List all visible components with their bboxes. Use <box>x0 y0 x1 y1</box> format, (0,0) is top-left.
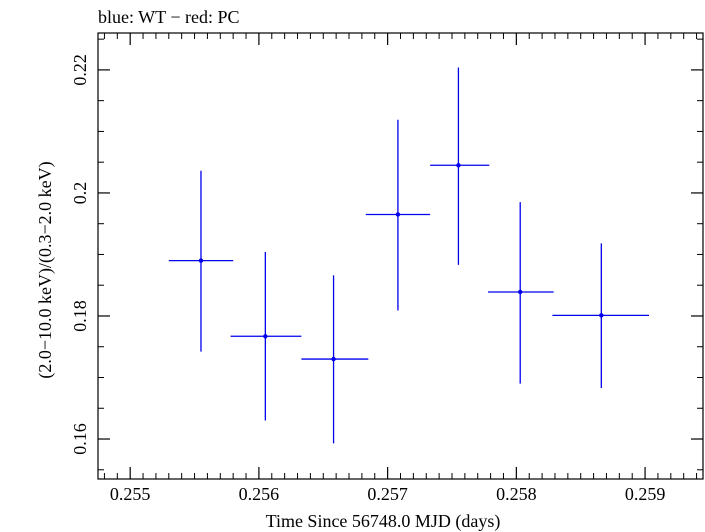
data-point <box>263 334 268 339</box>
y-tick-label: 0.16 <box>70 423 90 455</box>
axis-ticks: 0.255 0.256 0.257 0.258 0.259 0.16 0.18 0.2 0.22 <box>70 33 703 504</box>
data-series <box>168 67 649 444</box>
y-tick-label: 0.22 <box>70 54 90 86</box>
data-point <box>456 163 461 168</box>
data-point <box>331 356 336 362</box>
data-point <box>518 289 523 295</box>
x-tick-label: 0.255 <box>110 484 151 504</box>
x-tick-label: 0.256 <box>239 484 280 504</box>
plot-frame <box>97 32 704 480</box>
data-point <box>198 258 204 263</box>
y-axis-label: (2.0−10.0 keV)/(0.3−2.0 keV) <box>35 161 56 378</box>
x-tick-label: 0.258 <box>496 484 537 504</box>
x-axis-label: Time Since 56748.0 MJD (days) <box>266 511 501 532</box>
chart-title: blue: WT − red: PC <box>98 7 239 27</box>
x-tick-label: 0.259 <box>625 484 666 504</box>
data-point <box>395 212 401 217</box>
data-point <box>599 313 604 318</box>
y-tick-label: 0.2 <box>70 182 90 205</box>
y-tick-label: 0.18 <box>70 300 90 332</box>
series-wt <box>168 67 649 444</box>
x-tick-label: 0.257 <box>367 484 408 504</box>
